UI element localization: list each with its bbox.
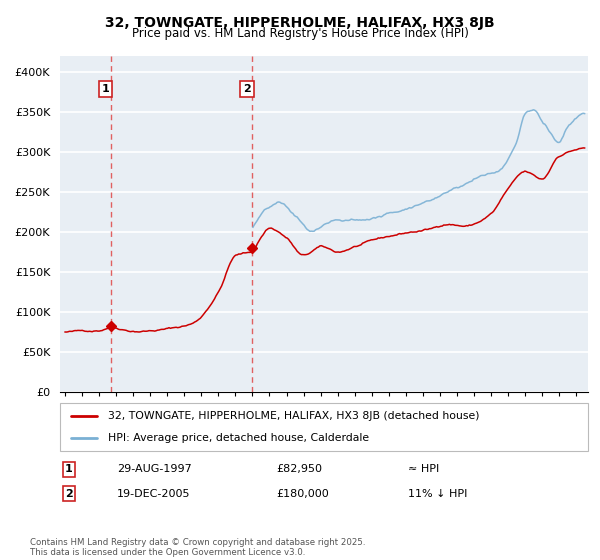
Text: 19-DEC-2005: 19-DEC-2005 <box>117 489 191 499</box>
Text: 2: 2 <box>65 489 73 499</box>
Text: Contains HM Land Registry data © Crown copyright and database right 2025.
This d: Contains HM Land Registry data © Crown c… <box>30 538 365 557</box>
Text: 1: 1 <box>102 84 110 94</box>
Text: Price paid vs. HM Land Registry's House Price Index (HPI): Price paid vs. HM Land Registry's House … <box>131 27 469 40</box>
Text: 11% ↓ HPI: 11% ↓ HPI <box>408 489 467 499</box>
Text: 32, TOWNGATE, HIPPERHOLME, HALIFAX, HX3 8JB: 32, TOWNGATE, HIPPERHOLME, HALIFAX, HX3 … <box>105 16 495 30</box>
Text: 1: 1 <box>65 464 73 474</box>
Text: 32, TOWNGATE, HIPPERHOLME, HALIFAX, HX3 8JB (detached house): 32, TOWNGATE, HIPPERHOLME, HALIFAX, HX3 … <box>107 411 479 421</box>
Text: ≈ HPI: ≈ HPI <box>408 464 439 474</box>
FancyBboxPatch shape <box>60 403 588 451</box>
Text: £180,000: £180,000 <box>276 489 329 499</box>
Text: £82,950: £82,950 <box>276 464 322 474</box>
Text: 29-AUG-1997: 29-AUG-1997 <box>117 464 192 474</box>
Text: HPI: Average price, detached house, Calderdale: HPI: Average price, detached house, Cald… <box>107 433 368 443</box>
Text: 2: 2 <box>243 84 251 94</box>
